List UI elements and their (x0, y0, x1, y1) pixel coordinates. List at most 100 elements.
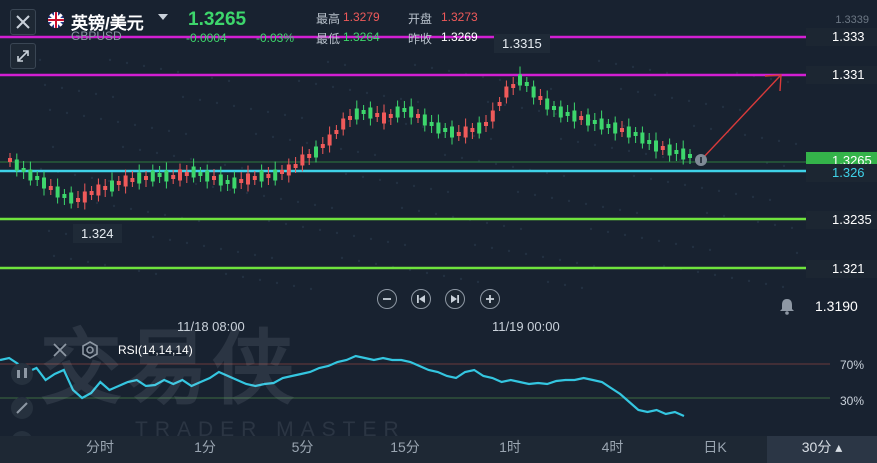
map-dot (541, 255, 545, 259)
map-dot (662, 264, 666, 268)
map-dot (447, 69, 451, 73)
candle-body (76, 198, 80, 202)
map-dot (309, 287, 313, 291)
candle-body (518, 74, 522, 86)
map-dot (644, 152, 648, 156)
candle-body (280, 170, 284, 174)
map-dot (773, 223, 777, 227)
candles-icon[interactable] (10, 362, 34, 386)
map-dot (400, 206, 404, 210)
candle-body (184, 172, 189, 176)
candle-body (137, 172, 142, 184)
map-dot (460, 156, 464, 160)
tab-4hour[interactable]: 4时 (601, 439, 624, 455)
map-dot (421, 125, 425, 129)
map-dot (430, 66, 434, 70)
candle-body (375, 113, 380, 117)
map-dot (64, 232, 68, 236)
map-dot (516, 190, 520, 194)
map-dot (648, 68, 652, 72)
map-dot (331, 85, 335, 89)
map-dot (94, 92, 98, 96)
zoom-out-button[interactable] (377, 289, 397, 309)
map-dot (498, 78, 502, 82)
map-dot (794, 142, 798, 146)
map-dot (756, 220, 760, 224)
map-dot (344, 172, 348, 176)
tab-1hour[interactable]: 1时 (499, 439, 521, 455)
candle-body (429, 122, 434, 126)
map-dot (786, 80, 790, 84)
map-dot (717, 189, 721, 193)
candle-body (531, 86, 536, 98)
map-dot (614, 62, 618, 66)
close-button[interactable] (10, 9, 36, 35)
map-dot (781, 285, 785, 289)
settings-icon[interactable] (80, 340, 100, 360)
map-dot (386, 240, 390, 244)
tab-1min[interactable]: 1分 (194, 439, 216, 455)
map-dot (365, 91, 369, 95)
map-dot (137, 269, 141, 273)
draw-icon[interactable] (10, 396, 34, 420)
close-icon[interactable] (50, 340, 70, 360)
candle-body (110, 180, 114, 192)
candle-body (422, 114, 427, 126)
candle-body (681, 148, 686, 160)
map-dot (197, 219, 201, 223)
map-dot (584, 202, 588, 206)
tab-15min[interactable]: 15分 (390, 439, 420, 455)
map-dot (125, 61, 129, 65)
tab-30min[interactable]: 30分 ▴ (767, 436, 877, 463)
map-dot (593, 143, 597, 147)
bell-icon[interactable] (777, 296, 797, 316)
candle-body (497, 102, 502, 106)
tab-5min[interactable]: 5分 (291, 439, 314, 455)
candle-body (14, 159, 19, 171)
map-dot (730, 276, 734, 280)
map-dot (502, 224, 506, 228)
rsi-lower-label: 30% (840, 394, 865, 408)
map-dot (722, 214, 726, 218)
candle-body (436, 122, 441, 134)
symbol-name[interactable]: 英镑/美元 (71, 14, 144, 33)
level-label-1331: 1.331 (806, 66, 877, 84)
low-value: 1.3264 (343, 30, 380, 44)
map-dot (683, 183, 687, 187)
scroll-end-button[interactable] (445, 289, 465, 309)
map-dot (580, 286, 584, 290)
candle-body (450, 126, 454, 138)
map-dot (82, 114, 86, 118)
map-dot (339, 147, 343, 151)
map-dot (155, 151, 159, 155)
zoom-in-button[interactable] (480, 289, 500, 309)
map-dot (476, 280, 480, 284)
tab-daily[interactable]: 日K (703, 439, 727, 455)
time-axis-label: 11/19 00:00 (492, 319, 560, 334)
map-dot (412, 184, 416, 188)
map-dot (283, 113, 287, 117)
candle-body (606, 124, 611, 128)
scroll-start-button[interactable] (411, 289, 431, 309)
chevron-down-icon[interactable] (158, 14, 168, 20)
map-dot (154, 272, 158, 276)
map-dot (795, 251, 799, 255)
map-dot (99, 117, 103, 121)
map-dot (507, 249, 511, 253)
candle-body (599, 118, 604, 130)
expand-button[interactable] (10, 43, 36, 69)
tab-timeshare[interactable]: 分时 (86, 439, 114, 455)
map-dot (77, 89, 81, 93)
map-dot (404, 122, 408, 126)
map-dot (245, 191, 249, 195)
map-dot (403, 243, 407, 247)
candle-body (402, 108, 407, 112)
candle-body (218, 174, 223, 186)
rsi-label: RSI(14,14,14) (118, 343, 193, 357)
map-dot (51, 145, 55, 149)
expand-icon (17, 50, 29, 62)
map-dot (446, 190, 450, 194)
map-dot (387, 119, 391, 123)
